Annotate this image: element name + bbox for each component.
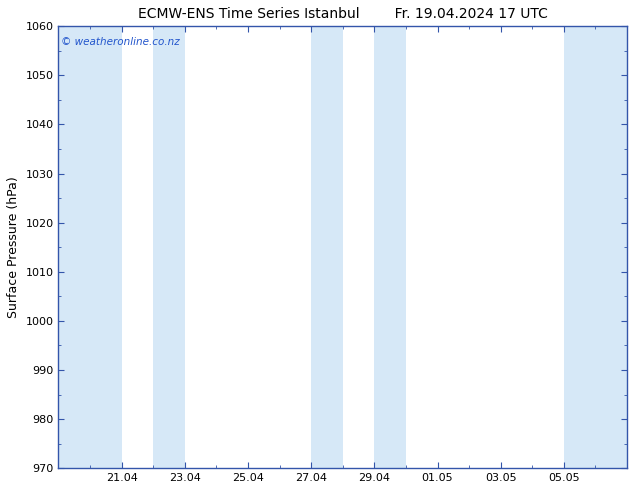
Bar xyxy=(374,26,406,468)
Title: ECMW-ENS Time Series Istanbul        Fr. 19.04.2024 17 UTC: ECMW-ENS Time Series Istanbul Fr. 19.04.… xyxy=(138,7,548,21)
Y-axis label: Surface Pressure (hPa): Surface Pressure (hPa) xyxy=(7,176,20,318)
Bar xyxy=(311,26,343,468)
Bar xyxy=(153,26,185,468)
Text: © weatheronline.co.nz: © weatheronline.co.nz xyxy=(61,37,180,48)
Bar xyxy=(58,26,122,468)
Bar xyxy=(564,26,627,468)
